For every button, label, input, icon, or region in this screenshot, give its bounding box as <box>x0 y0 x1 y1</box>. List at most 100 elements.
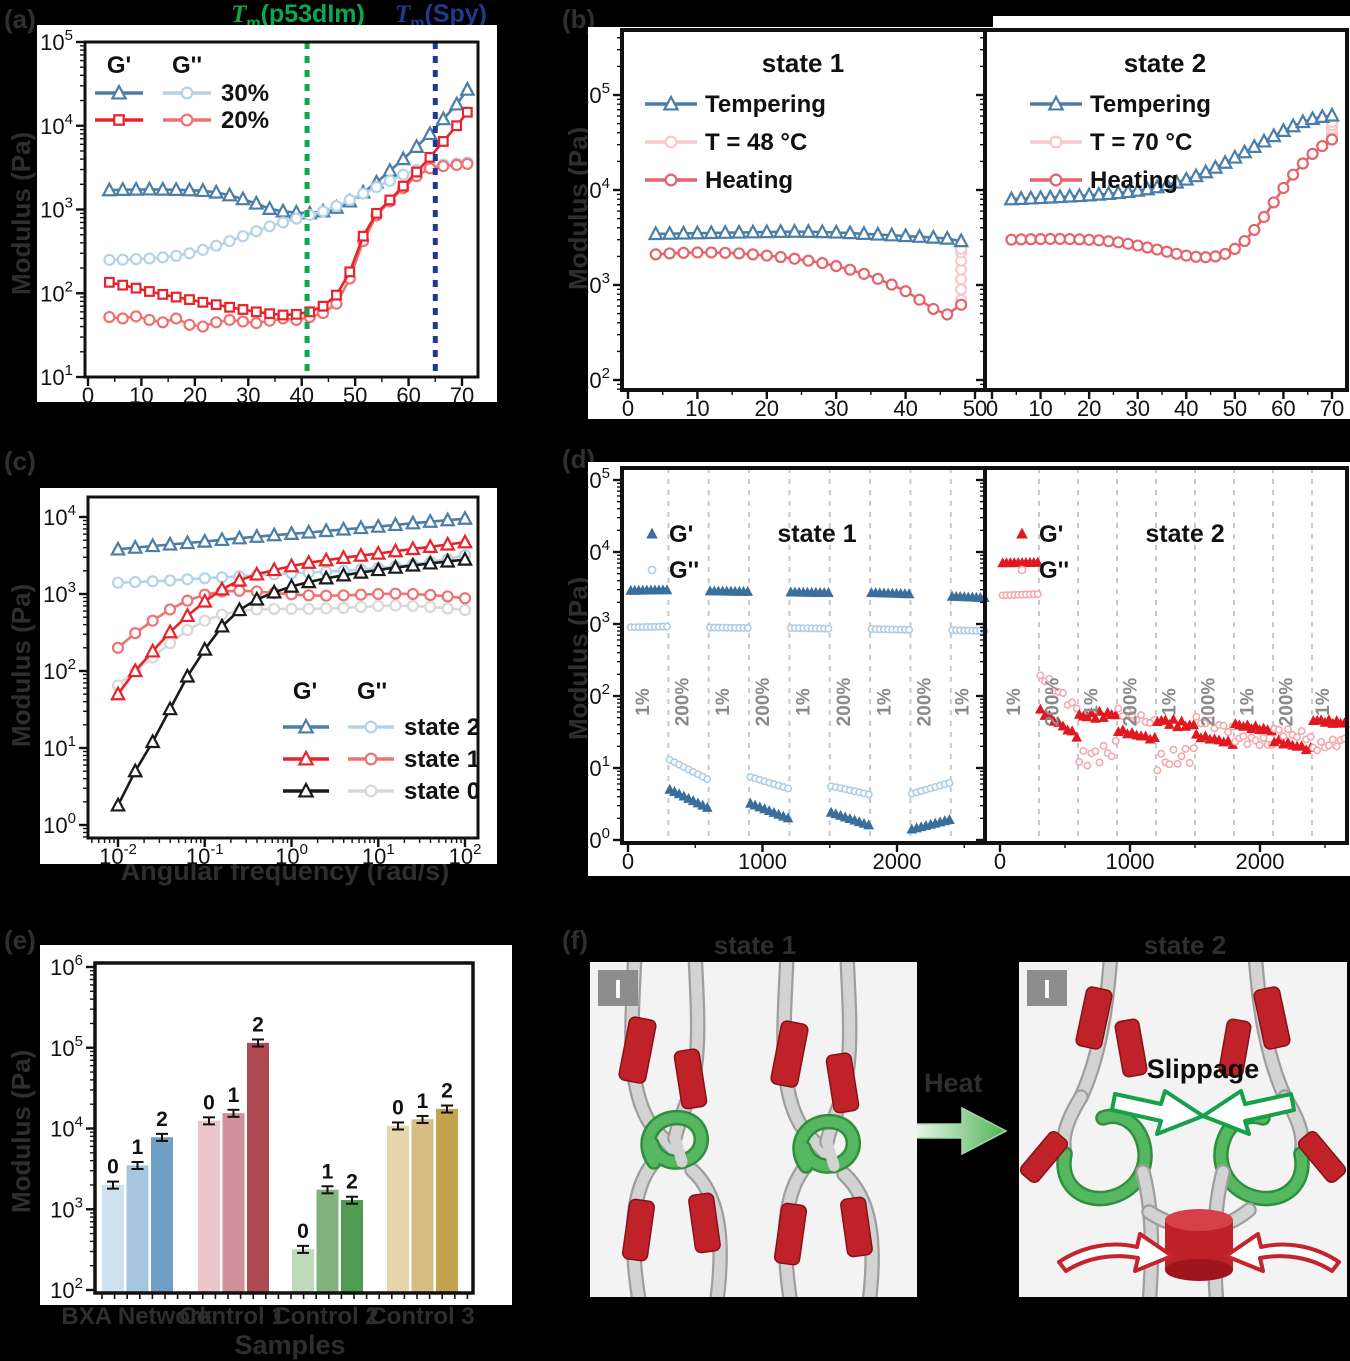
topology-illustration-state1: I <box>590 962 917 1297</box>
svg-text:50: 50 <box>343 383 367 408</box>
tension-arrow-right <box>1224 1232 1341 1273</box>
svg-text:0: 0 <box>994 849 1006 874</box>
slipped-hook-motif <box>1019 962 1160 1297</box>
svg-text:state 0: state 0 <box>404 778 480 805</box>
svg-text:104: 104 <box>50 1114 83 1142</box>
svg-text:0: 0 <box>203 1091 215 1114</box>
svg-text:60: 60 <box>1271 396 1295 421</box>
svg-text:10: 10 <box>685 396 709 421</box>
svg-text:103: 103 <box>50 1194 83 1222</box>
svg-text:100: 100 <box>275 841 308 865</box>
svg-text:200%: 200% <box>1199 678 1220 727</box>
panel-e-letter: (e) <box>4 925 36 955</box>
chart-panel-a-temperature-sweep: 101 102 103 104 105 0 10 20 30 40 50 60 70 G' G'' 30%20… <box>37 25 497 408</box>
svg-text:2: 2 <box>441 1080 453 1103</box>
subpanel-badge <box>1027 970 1067 1006</box>
svg-text:state 1: state 1 <box>777 520 856 548</box>
red-clamp <box>618 1016 657 1084</box>
tm-spy-label: Tm(Spy) <box>394 0 487 32</box>
svg-text:1%: 1% <box>1082 688 1103 716</box>
svg-text:103: 103 <box>585 270 610 298</box>
svg-text:70: 70 <box>450 383 474 408</box>
svg-text:104: 104 <box>43 502 76 530</box>
svg-text:200%: 200% <box>1121 678 1142 727</box>
entangled-knot-motif <box>618 962 728 1297</box>
panel-f-state2-title: state 2 <box>1143 930 1227 960</box>
chart-panel-c-frequency-sweep: 100 101 102 103 104 10-2 10-1 100 101 102 G' G'' sta… <box>40 488 497 865</box>
svg-text:Tempering: Tempering <box>1090 91 1211 118</box>
svg-text:101: 101 <box>40 362 73 390</box>
panel-c-letter: (c) <box>4 446 36 476</box>
svg-text:102: 102 <box>43 656 76 684</box>
svg-text:103: 103 <box>43 579 76 607</box>
svg-text:101: 101 <box>43 733 76 761</box>
svg-text:1: 1 <box>417 1090 429 1113</box>
svg-text:state 2: state 2 <box>1124 48 1206 78</box>
svg-text:50: 50 <box>963 396 987 421</box>
svg-text:G': G' <box>1039 521 1063 548</box>
svg-text:0: 0 <box>297 1220 309 1243</box>
subpanel-badge <box>598 970 638 1006</box>
tension-arrow-left <box>1057 1232 1174 1273</box>
svg-text:T = 48 °C: T = 48 °C <box>705 129 807 156</box>
svg-text:200%: 200% <box>915 678 936 727</box>
svg-text:103: 103 <box>40 195 73 223</box>
svg-text:104: 104 <box>585 537 610 565</box>
svg-text:0: 0 <box>82 383 94 408</box>
svg-text:105: 105 <box>585 465 610 493</box>
svg-text:105: 105 <box>50 1033 83 1061</box>
svg-text:20: 20 <box>755 396 779 421</box>
svg-text:10: 10 <box>129 383 153 408</box>
svg-text:103: 103 <box>585 609 610 637</box>
svg-text:Heating: Heating <box>1090 167 1178 194</box>
svg-text:40: 40 <box>1174 396 1198 421</box>
svg-text:1%: 1% <box>633 688 654 716</box>
svg-text:102: 102 <box>50 1275 83 1303</box>
slippage-arrow-left <box>1110 1089 1205 1136</box>
svg-text:state 2: state 2 <box>1145 520 1224 548</box>
svg-text:1000: 1000 <box>738 849 787 874</box>
svg-text:20: 20 <box>1077 396 1101 421</box>
chart-panel-b-tempering-heating: 10210310410501020304050state 1TemperingT… <box>585 16 1350 421</box>
svg-text:0: 0 <box>107 1156 119 1179</box>
svg-text:1: 1 <box>132 1136 144 1159</box>
svg-text:10-2: 10-2 <box>99 841 137 865</box>
svg-text:20%: 20% <box>221 107 269 134</box>
svg-text:10: 10 <box>1028 396 1052 421</box>
svg-text:0: 0 <box>986 396 998 421</box>
svg-text:2: 2 <box>156 1108 168 1131</box>
svg-text:1%: 1% <box>1313 688 1334 716</box>
svg-text:G'': G'' <box>1039 557 1069 584</box>
svg-text:100: 100 <box>43 810 76 838</box>
panel-a-y-axis-title: Modulus (Pa) <box>6 131 36 295</box>
svg-text:state 2: state 2 <box>404 714 480 741</box>
svg-text:30%: 30% <box>221 80 269 107</box>
red-clamp <box>673 1048 708 1110</box>
red-clamp <box>621 1198 656 1262</box>
svg-text:200%: 200% <box>673 678 694 727</box>
svg-text:G'': G'' <box>172 52 202 79</box>
svg-text:10-1: 10-1 <box>186 841 224 865</box>
svg-text:G'': G'' <box>357 678 387 705</box>
svg-text:1%: 1% <box>1160 688 1181 716</box>
red-clamp <box>1019 1130 1069 1184</box>
svg-text:30: 30 <box>236 383 260 408</box>
svg-text:state 1: state 1 <box>404 746 480 773</box>
svg-text:1: 1 <box>322 1160 334 1183</box>
svg-text:101: 101 <box>362 841 395 865</box>
svg-text:0: 0 <box>622 396 634 421</box>
red-cylinder-top <box>1165 1209 1233 1231</box>
svg-text:Heating: Heating <box>705 167 793 194</box>
svg-text:104: 104 <box>40 111 73 139</box>
chart-panel-d-step-strain: 1% 200% 1% 200% 1% 200% 1% 200% 1% 100 101 102 103 10… <box>585 462 1350 876</box>
svg-text:1: 1 <box>228 1084 240 1107</box>
svg-text:102: 102 <box>585 681 610 709</box>
panel-e-x-axis-title: Samples <box>234 1330 346 1360</box>
red-clamp <box>1114 1018 1148 1078</box>
svg-text:1%: 1% <box>952 688 973 716</box>
svg-text:state 1: state 1 <box>762 48 844 78</box>
heat-label: Heat <box>924 1068 983 1098</box>
heat-arrow-icon <box>909 1106 1008 1156</box>
svg-text:1%: 1% <box>713 688 734 716</box>
svg-text:30: 30 <box>1125 396 1149 421</box>
